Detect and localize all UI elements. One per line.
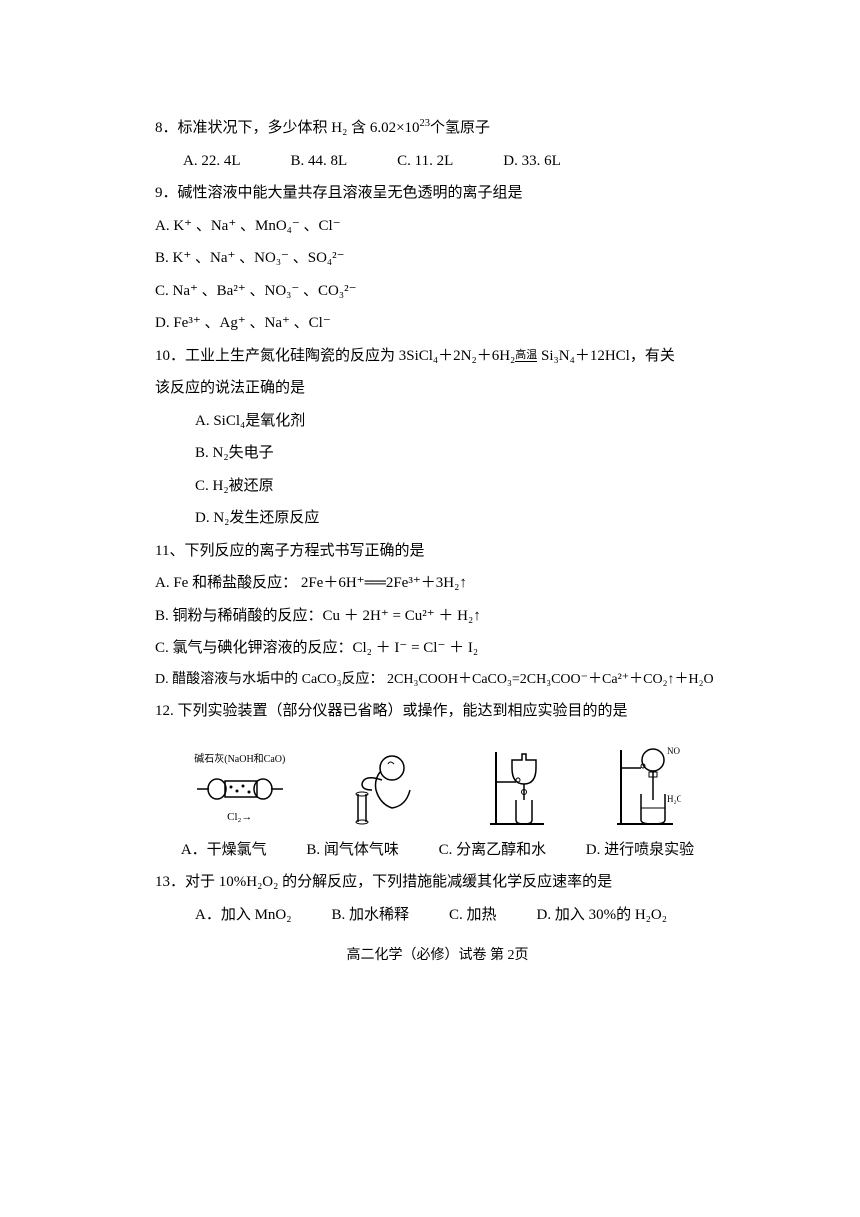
q8-stem-before: 8．标准状况下，多少体积 H₂ 含 6.02×10 [155,120,420,136]
q8-opt-c: C. 11. 2L [397,147,453,176]
q12-diagram-a: 碱石灰(NaOH和CaO) Cl₂→ [194,750,285,828]
q12-diagram-c [482,744,552,828]
q12-opt-b: B. 闻气体气味 [306,836,399,865]
q12-a-label-1: 碱石灰(NaOH和CaO) [194,754,285,765]
q8-opt-b: B. 44. 8L [291,147,348,176]
q10-opt-d: D. N₂发生还原反应 [155,504,720,533]
q12-diagram-b [344,748,424,828]
q12-opt-d: D. 进行喷泉实验 [586,836,694,865]
q13-opt-c: C. 加热 [449,901,497,930]
drying-tube-icon [195,771,285,807]
q11-stem: 11、下列反应的离子方程式书写正确的是 [155,537,720,566]
q10-opt-a: A. SiCl₄是氧化剂 [155,407,720,436]
q13-stem: 13．对于 10%H₂O₂ 的分解反应，下列措施能减缓其化学反应速率的是 [155,868,720,897]
q12-stem: 12. 下列实验装置（部分仪器已省略）或操作，能达到相应实验目的的是 [155,697,720,726]
q10-stem: 10．工业上生产氮化硅陶瓷的反应为 3SiCl₄＋2N₂＋6H₂高温 Si₃N₄… [155,342,720,371]
q10-opt-c: C. H₂被还原 [155,472,720,501]
q12-d-label-h2o: H₂O [667,794,681,804]
q10-stem-after: Si₃N₄＋12HCl，有关 [537,348,675,364]
q9-opt-b: B. K⁺ 、Na⁺ 、NO₃⁻ 、SO₄²⁻ [155,244,720,273]
q8-stem: 8．标准状况下，多少体积 H₂ 含 6.02×1023个氢原子 [155,114,720,143]
q10-stem-before: 10．工业上生产氮化硅陶瓷的反应为 3SiCl₄＋2N₂＋6H₂ [155,348,515,364]
q9-opt-c: C. Na⁺ 、Ba²⁺ 、NO₃⁻ 、CO₃²⁻ [155,277,720,306]
q10-stem-2: 该反应的说法正确的是 [155,374,720,403]
q12-a-label-2: Cl₂ [227,811,241,823]
q11-opt-b: B. 铜粉与稀硝酸的反应：Cu ＋ 2H⁺ = Cu²⁺ ＋ H₂↑ [155,602,720,631]
fountain-apparatus-icon: NO H₂O [611,744,681,828]
q8-opt-d: D. 33. 6L [503,147,561,176]
q9-opt-a: A. K⁺ 、Na⁺ 、MnO₄⁻ 、Cl⁻ [155,212,720,241]
q12-d-label-no: NO [667,746,680,756]
q11-opt-d: D. 醋酸溶液与水垢中的 CaCO₃反应： 2CH₃COOH＋CaCO₃=2CH… [155,667,720,694]
q11-opt-a: A. Fe 和稀盐酸反应： 2Fe＋6H⁺══2Fe³⁺＋3H₂↑ [155,569,720,598]
q13-options: A．加入 MnO₂ B. 加水稀释 C. 加热 D. 加入 30%的 H₂O₂ [155,901,720,930]
q12-diagrams: 碱石灰(NaOH和CaO) Cl₂→ [155,744,720,828]
q12-opt-c: C. 分离乙醇和水 [439,836,547,865]
q11-opt-c: C. 氯气与碘化钾溶液的反应：Cl₂ ＋ I⁻ = Cl⁻ ＋ I₂ [155,634,720,663]
q12-opt-a: A．干燥氯气 [181,836,267,865]
q8-options: A. 22. 4L B. 44. 8L C. 11. 2L D. 33. 6L [155,147,720,176]
q10-condition: 高温 [515,345,537,363]
q12-options: A．干燥氯气 B. 闻气体气味 C. 分离乙醇和水 D. 进行喷泉实验 [155,836,720,865]
q10-opt-b: B. N₂失电子 [155,439,720,468]
q12-diagram-d: NO H₂O [611,744,681,828]
separating-funnel-icon [482,744,552,828]
q8-opt-a: A. 22. 4L [183,147,241,176]
q8-exp: 23 [420,118,431,129]
q9-stem: 9．碱性溶液中能大量共存且溶液呈无色透明的离子组是 [155,179,720,208]
q9-opt-d: D. Fe³⁺ 、Ag⁺ 、Na⁺ 、Cl⁻ [155,309,720,338]
q13-opt-b: B. 加水稀释 [331,901,409,930]
page-footer: 高二化学（必修）试卷 第 2页 [155,943,720,970]
exam-page: 8．标准状况下，多少体积 H₂ 含 6.02×1023个氢原子 A. 22. 4… [0,0,860,970]
q13-opt-d: D. 加入 30%的 H₂O₂ [537,901,667,930]
q13-opt-a: A．加入 MnO₂ [195,901,291,930]
person-smelling-icon [344,748,424,828]
q8-stem-after: 个氢原子 [430,120,490,136]
